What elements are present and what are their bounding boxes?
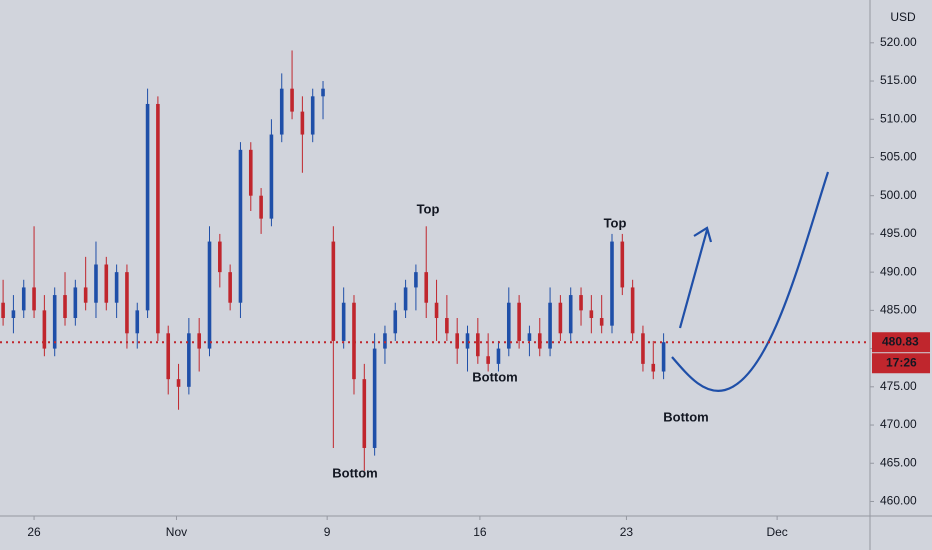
y-tick-label: 505.00 [880,150,917,164]
candle-body [558,302,563,334]
projection-curve [671,171,830,392]
candle-body [352,302,356,380]
candle-body [630,287,635,334]
annotation: Top [417,201,440,216]
candle-body [496,348,501,364]
x-tick-label: 26 [27,525,41,539]
candle-body [166,333,171,380]
candle-body [321,88,325,97]
candle-body [476,333,480,357]
candle-body [228,272,232,303]
x-tick-label: Nov [166,525,187,539]
candle-body [218,241,222,273]
candle-body [207,241,212,349]
candle-body [610,241,614,326]
candle-body [259,195,263,219]
candle-body [445,318,449,334]
candle-body [104,264,109,303]
candle-body [135,310,140,334]
y-tick-label: 490.00 [880,264,917,278]
candle-body [403,287,408,311]
candle-body [424,272,429,303]
countdown-label: 17:26 [886,355,917,369]
candle-body [331,241,336,341]
candle-body [1,302,5,319]
candle-body [506,302,511,349]
candle-body [11,310,16,319]
candle-body [21,287,26,311]
candle-body [548,302,552,349]
candle-body [651,363,656,372]
countdown-box [872,353,930,374]
candle-body [568,295,573,334]
candle-body [527,333,532,341]
candle-body [300,111,305,135]
candle-body [145,103,150,311]
candle-body [32,287,36,311]
candle-body [341,302,346,341]
y-tick-label: 520.00 [880,35,917,49]
x-tick-label: Dec [766,525,787,539]
candle-body [434,302,439,319]
y-tick-label: 495.00 [880,226,917,240]
y-tick-label: 460.00 [880,494,917,508]
annotation: Bottom [663,409,709,424]
candle-body [620,241,625,288]
candle-body [187,333,191,387]
candle-body [310,96,315,135]
candle-body [661,342,666,372]
x-tick-label: 9 [324,525,331,539]
candle-body [83,287,88,303]
candle-body [63,295,67,319]
x-tick-label: 16 [473,525,487,539]
currency: USD [890,10,916,24]
candle-body [579,295,583,311]
arrow-up [678,226,713,329]
candle-body [455,333,459,349]
candle-body [238,149,243,303]
candle-body [372,348,377,448]
candle-body [641,333,645,364]
candle-body [383,333,387,349]
candle-body [248,149,253,196]
candle-body [599,318,604,326]
candle-body [176,379,181,387]
last-price-label: 480.83 [882,334,919,348]
y-tick-label: 510.00 [880,111,917,125]
y-tick-label: 515.00 [880,73,917,87]
candle-body [73,287,78,319]
candle-body [42,310,47,349]
candle-body [362,379,367,448]
candle-body [197,333,201,349]
y-tick-label: 465.00 [880,455,917,469]
y-tick-label: 475.00 [880,379,917,393]
y-tick-label: 500.00 [880,188,917,202]
candle-body [393,310,398,334]
x-tick-label: 23 [620,525,634,539]
candle-body [589,310,594,319]
annotation: Top [604,215,627,230]
candle-body [537,333,542,349]
candle-body [290,88,294,112]
annotation: Bottom [332,465,378,480]
y-tick-label: 485.00 [880,303,917,317]
candle-body [279,88,284,135]
candle-body [269,134,274,219]
candle-body [517,302,521,341]
y-tick-label: 470.00 [880,417,917,431]
candle-body [414,272,418,288]
candle-body [156,103,160,334]
candle-body [114,272,119,303]
candle-body [52,295,57,349]
candle-body [94,264,98,303]
candle-body [486,356,490,364]
annotation: Bottom [472,369,518,384]
candle-body [465,333,470,349]
last-price-box [872,332,930,353]
candle-body [125,272,129,334]
